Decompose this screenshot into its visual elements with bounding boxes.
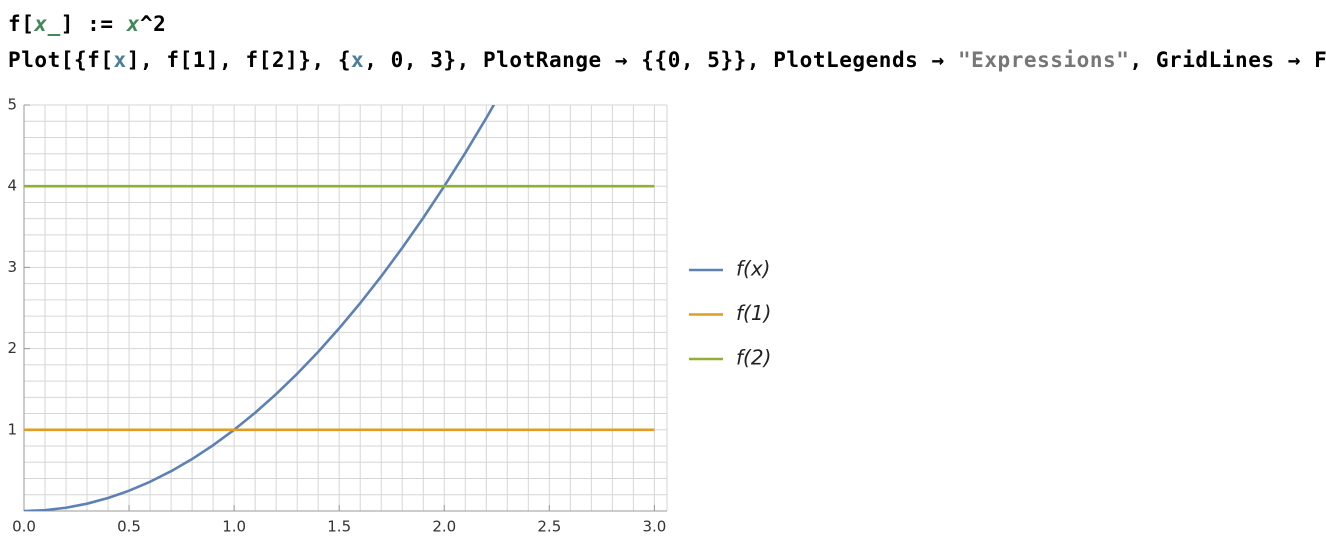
- code-token: x: [351, 48, 364, 72]
- x-tick-label: 2.5: [537, 518, 561, 536]
- x-tick-label: 1.0: [222, 518, 246, 536]
- y-tick-label: 1: [7, 420, 17, 438]
- y-tick-label: 3: [7, 258, 17, 276]
- y-tick-label: 4: [7, 177, 17, 195]
- series-line: [24, 105, 496, 511]
- code-token: x_: [33, 12, 60, 36]
- code-token: ^2: [140, 12, 166, 36]
- x-tick-label: 0.0: [12, 518, 36, 536]
- x-tick-label: 3.0: [642, 518, 666, 536]
- code-token: Plot[{f[: [8, 48, 114, 72]
- x-tick-label: 0.5: [117, 518, 141, 536]
- legend-label: f(1): [736, 301, 771, 325]
- code-token: "Expressions": [958, 48, 1130, 72]
- code-token: ] :=: [61, 12, 127, 36]
- code-line: Plot[{f[x], f[1], f[2]}, {x, 0, 3}, Plot…: [8, 48, 1326, 72]
- code-token: f[: [8, 12, 34, 36]
- code-line: f[x_] := x^2: [8, 12, 166, 36]
- legend-label: f(2): [736, 346, 771, 370]
- x-tick-label: 2.0: [432, 518, 456, 536]
- plot-area: [24, 105, 655, 511]
- legend-label: f(x): [736, 257, 770, 281]
- code-token: ], f[1], f[2]}, {: [127, 48, 351, 72]
- x-tick-label: 1.5: [327, 518, 351, 536]
- code-token: x: [114, 48, 127, 72]
- y-tick-label: 5: [7, 96, 17, 114]
- code-token: , GridLines → Full]: [1129, 48, 1326, 72]
- code-token: x: [126, 12, 140, 36]
- y-tick-label: 2: [7, 339, 17, 357]
- code-token: , 0, 3}, PlotRange → {{0, 5}}, PlotLegen…: [364, 48, 958, 72]
